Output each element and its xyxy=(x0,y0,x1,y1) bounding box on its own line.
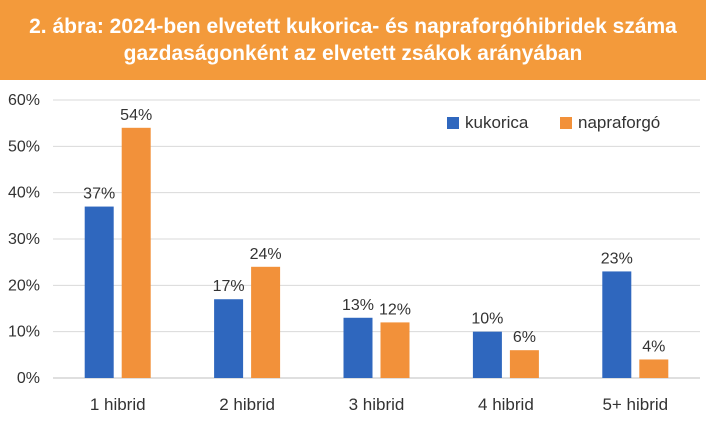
bar-napraforgo xyxy=(121,127,151,378)
title-banner: 2. ábra: 2024-ben elvetett kukorica- és … xyxy=(0,0,706,80)
data-label: 12% xyxy=(379,301,411,318)
x-tick-label: 4 hibrid xyxy=(478,395,534,414)
bar-kukorica xyxy=(84,206,114,378)
legend-swatch-napraforgo xyxy=(560,117,572,129)
data-label: 37% xyxy=(83,186,115,203)
x-tick-label: 1 hibrid xyxy=(90,395,146,414)
bar-kukorica xyxy=(472,331,502,378)
chart-area: 0% 10% 20% 30% 40% 50% 60% 37% 54% 1 hibrid 17% 24%… xyxy=(0,80,706,436)
bar-kukorica xyxy=(214,299,244,378)
y-tick-label: 20% xyxy=(8,277,40,294)
chart-title-line-2: gazdaságonként az elvetett zsákok arányá… xyxy=(123,42,583,65)
bar-napraforgo xyxy=(251,266,281,378)
legend-swatch-kukorica xyxy=(447,117,459,129)
bar-kukorica xyxy=(343,317,373,378)
x-tick-label: 3 hibrid xyxy=(349,395,405,414)
data-label: 10% xyxy=(471,311,503,328)
data-label: 13% xyxy=(342,297,374,314)
chart-title-line-1: 2. ábra: 2024-ben elvetett kukorica- és … xyxy=(29,15,677,38)
data-label: 4% xyxy=(642,338,665,355)
bar-napraforgo xyxy=(639,359,669,378)
data-label: 17% xyxy=(213,278,245,295)
y-tick-label: 30% xyxy=(8,231,40,248)
y-tick-label: 10% xyxy=(8,324,40,341)
legend-label-napraforgo: napraforgó xyxy=(578,113,660,132)
data-label: 23% xyxy=(601,250,633,267)
data-label: 54% xyxy=(120,107,152,124)
data-label: 6% xyxy=(513,329,536,346)
legend-label-kukorica: kukorica xyxy=(465,113,529,132)
bar-chart: 0% 10% 20% 30% 40% 50% 60% 37% 54% 1 hibrid 17% 24%… xyxy=(8,92,700,414)
y-tick-label: 0% xyxy=(17,370,40,387)
data-label: 24% xyxy=(250,246,282,263)
y-tick-label: 40% xyxy=(8,185,40,202)
bar-napraforgo xyxy=(509,350,539,378)
x-tick-label: 5+ hibrid xyxy=(602,395,668,414)
y-tick-label: 50% xyxy=(8,138,40,155)
x-tick-label: 2 hibrid xyxy=(219,395,275,414)
bar-napraforgo xyxy=(380,322,410,378)
bar-kukorica xyxy=(602,271,632,378)
y-tick-label: 60% xyxy=(8,92,40,109)
